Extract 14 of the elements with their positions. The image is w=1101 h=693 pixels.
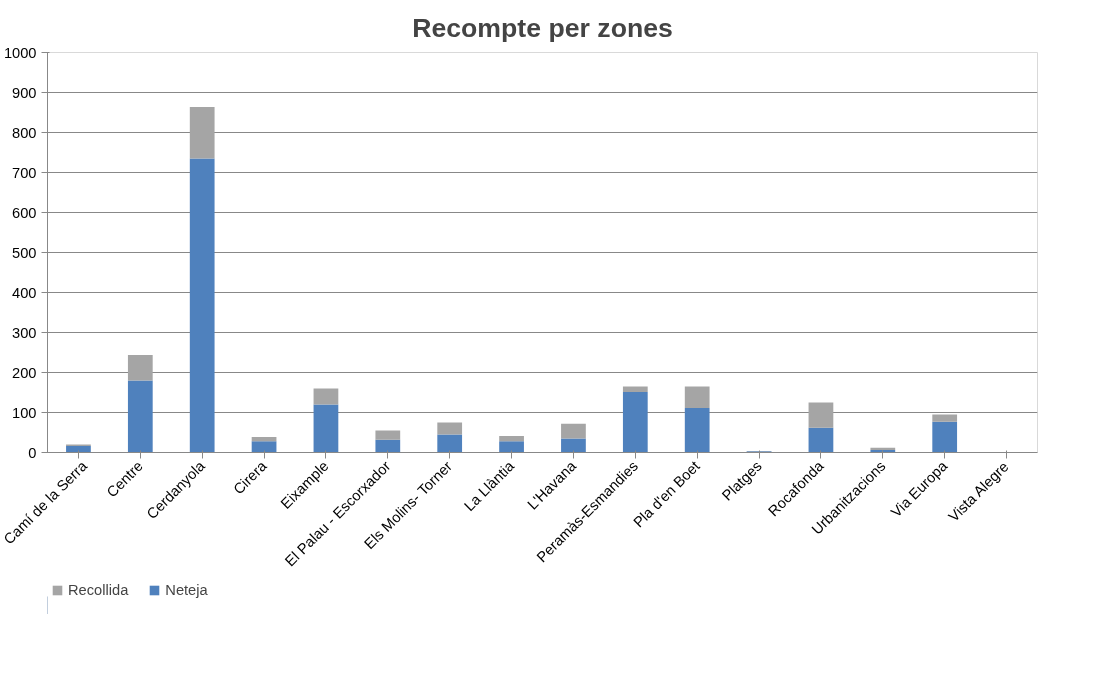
legend-label: Recollida — [68, 582, 129, 598]
y-tick-label: 800 — [12, 124, 37, 141]
y-tick-label: 900 — [12, 84, 37, 101]
y-tick-label: 600 — [12, 204, 37, 221]
y-tick-label: 500 — [12, 244, 37, 261]
y-tick-label: 0 — [28, 444, 37, 461]
chart-title: Recompte per zones — [412, 12, 673, 43]
y-tick-label: 300 — [12, 324, 37, 341]
legend-label: Neteja — [165, 582, 208, 598]
y-tick-label: 200 — [12, 364, 37, 381]
y-tick-label: 100 — [12, 404, 37, 421]
y-tick-label: 1000 — [3, 44, 37, 61]
y-tick-label: 400 — [12, 284, 37, 301]
y-tick-label: 700 — [12, 164, 37, 181]
